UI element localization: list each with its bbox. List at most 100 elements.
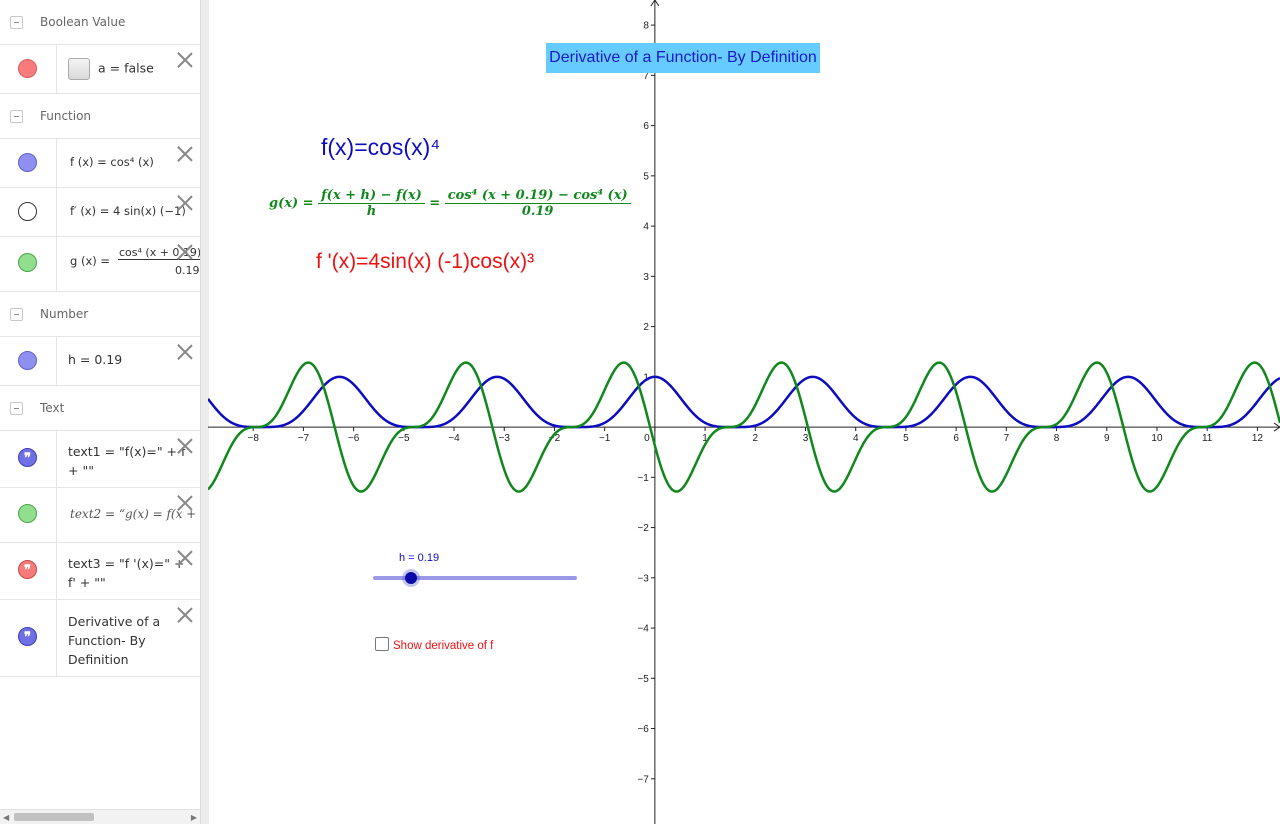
show-derivative-checkbox[interactable]: Show derivative of f — [375, 637, 493, 652]
boolean-checkbox-a[interactable] — [68, 58, 90, 80]
item-a-definition: a = false — [98, 60, 154, 76]
y-tick-label: 3 — [643, 272, 649, 283]
algebra-item-text3[interactable]: ❞ text3 = "f '(x)=" + f' + "" — [0, 543, 200, 600]
visibility-toggle-h[interactable] — [18, 351, 37, 370]
item-title-line1: Derivative of a — [68, 614, 161, 629]
x-tick-label: 6 — [953, 433, 959, 444]
x-tick-label: −8 — [247, 433, 259, 444]
algebra-item-fprime[interactable]: f′ (x) = 4 sin(x) (−1) — [0, 188, 200, 237]
quote-icon[interactable]: ❞ — [18, 448, 37, 467]
delete-icon[interactable] — [176, 343, 194, 361]
collapse-icon[interactable] — [10, 308, 23, 321]
y-tick-label: 2 — [643, 322, 649, 333]
algebra-view: Boolean Value a = false Function f (x) =… — [0, 0, 200, 824]
x-tick-label: 9 — [1104, 433, 1110, 444]
scrollbar-thumb[interactable] — [14, 813, 94, 821]
h-slider-knob[interactable] — [405, 572, 417, 584]
collapse-icon[interactable] — [10, 16, 23, 29]
show-derivative-label: Show derivative of f — [393, 640, 494, 652]
quote-icon[interactable]: ❞ — [18, 560, 37, 579]
algebra-item-title-text[interactable]: ❞ Derivative of a Function- By Definitio… — [0, 600, 200, 677]
x-tick-label: 1 — [702, 433, 708, 444]
visibility-toggle-text2[interactable] — [18, 504, 37, 523]
collapse-icon[interactable] — [10, 110, 23, 123]
horizontal-scrollbar[interactable]: ◀ ▶ — [0, 809, 200, 824]
y-tick-label: 8 — [643, 21, 649, 32]
y-tick-label: −1 — [637, 473, 649, 484]
x-tick-label: 3 — [803, 433, 809, 444]
scroll-left-icon[interactable]: ◀ — [3, 813, 10, 822]
visibility-toggle-g[interactable] — [18, 253, 37, 272]
y-tick-label: −3 — [637, 573, 649, 584]
algebra-item-f[interactable]: f (x) = cos⁴ (x) — [0, 139, 200, 188]
x-tick-label: 10 — [1151, 433, 1163, 444]
delete-icon[interactable] — [176, 494, 194, 512]
visibility-toggle-f[interactable] — [18, 153, 37, 172]
delete-icon[interactable] — [176, 549, 194, 567]
y-tick-label: 4 — [643, 222, 649, 233]
fprime-formula-text[interactable]: f '(x)=4sin(x) (-1)cos(x)³ — [316, 250, 535, 273]
y-tick-label: 1 — [643, 372, 649, 383]
y-tick-label: 6 — [643, 121, 649, 132]
scroll-right-icon[interactable]: ▶ — [190, 813, 197, 822]
y-tick-label: −6 — [637, 724, 649, 735]
category-number[interactable]: Number — [0, 292, 200, 337]
item-text3-line2: f' + "" — [68, 575, 106, 590]
y-tick-label: −2 — [637, 523, 649, 534]
algebra-item-h[interactable]: h = 0.19 — [0, 337, 200, 386]
algebra-item-a[interactable]: a = false — [0, 45, 200, 94]
g-lhs: g(x) = — [269, 196, 314, 211]
x-tick-label: −6 — [348, 433, 360, 444]
item-text1-line2: + "" — [68, 463, 94, 478]
category-text[interactable]: Text — [0, 386, 200, 431]
y-tick-label: −4 — [637, 624, 649, 635]
y-axis-arrow — [650, 0, 660, 7]
x-tick-label: −1 — [599, 433, 611, 444]
category-label: Number — [40, 307, 89, 321]
delete-icon[interactable] — [176, 606, 194, 624]
delete-icon[interactable] — [176, 51, 194, 69]
title-text[interactable]: Derivative of a Function- By Definition — [546, 43, 820, 73]
category-function[interactable]: Function — [0, 94, 200, 139]
item-text2-definition: text2 = “g(x) = f(x + — [70, 507, 197, 521]
category-label: Text — [40, 401, 65, 415]
g-numerator-2: cos⁴ (x + 0.19) − cos⁴ (x) — [444, 188, 631, 204]
x-tick-label: 5 — [903, 433, 909, 444]
algebra-item-g[interactable]: g (x) = cos⁴ (x + 0.19) 0.19 — [0, 237, 200, 292]
algebra-item-text2[interactable]: text2 = “g(x) = f(x + — [0, 488, 200, 543]
g-formula-text[interactable]: g(x) = f(x + h) − f(x) h = cos⁴ (x + 0.19… — [269, 188, 631, 219]
x-tick-label: −5 — [398, 433, 410, 444]
item-h-definition: h = 0.19 — [68, 352, 123, 367]
x-tick-label: −7 — [298, 433, 310, 444]
series-g-curve — [208, 361, 1280, 493]
algebra-item-text1[interactable]: ❞ text1 = "f(x)=" + f + "" — [0, 431, 200, 488]
series-f-curve — [208, 375, 1280, 429]
category-boolean-value[interactable]: Boolean Value — [0, 0, 200, 45]
panel-divider[interactable] — [200, 0, 209, 824]
x-tick-label: 8 — [1054, 433, 1060, 444]
x-tick-label: −4 — [448, 433, 460, 444]
visibility-toggle-a[interactable] — [18, 59, 37, 78]
item-text1-line1: text1 = "f(x)=" + f — [68, 444, 186, 459]
delete-icon[interactable] — [176, 243, 194, 261]
y-tick-label: −5 — [637, 674, 649, 685]
y-tick-label: 7 — [643, 71, 649, 82]
checkbox-box[interactable] — [375, 637, 389, 651]
y-tick-label: 5 — [643, 171, 649, 182]
g-numerator-1: f(x + h) − f(x) — [318, 188, 425, 204]
graphics-view[interactable]: −8 −7 −6 −5 −4 −3 −2 −1 0 1 2 3 4 5 6 7 8 9 10 11 12 −7 −6 −5 −4… — [208, 0, 1280, 824]
x-tick-label: 2 — [753, 433, 759, 444]
x-tick-label: −2 — [549, 433, 561, 444]
collapse-icon[interactable] — [10, 402, 23, 415]
item-text3-line1: text3 = "f '(x)=" + — [68, 556, 185, 571]
visibility-toggle-fprime[interactable] — [18, 202, 37, 221]
delete-icon[interactable] — [176, 437, 194, 455]
f-formula-text[interactable]: f(x)=cos(x)⁴ — [321, 134, 441, 160]
h-slider-track[interactable] — [373, 576, 577, 580]
x-tick-label: 4 — [853, 433, 859, 444]
delete-icon[interactable] — [176, 145, 194, 163]
delete-icon[interactable] — [176, 194, 194, 212]
item-fprime-definition: f′ (x) = 4 sin(x) (−1) — [70, 204, 186, 218]
function-graph[interactable]: −8 −7 −6 −5 −4 −3 −2 −1 0 1 2 3 4 5 6 7 8 9 10 11 12−7−6−5−4… — [208, 0, 1280, 824]
quote-icon[interactable]: ❞ — [18, 627, 37, 646]
